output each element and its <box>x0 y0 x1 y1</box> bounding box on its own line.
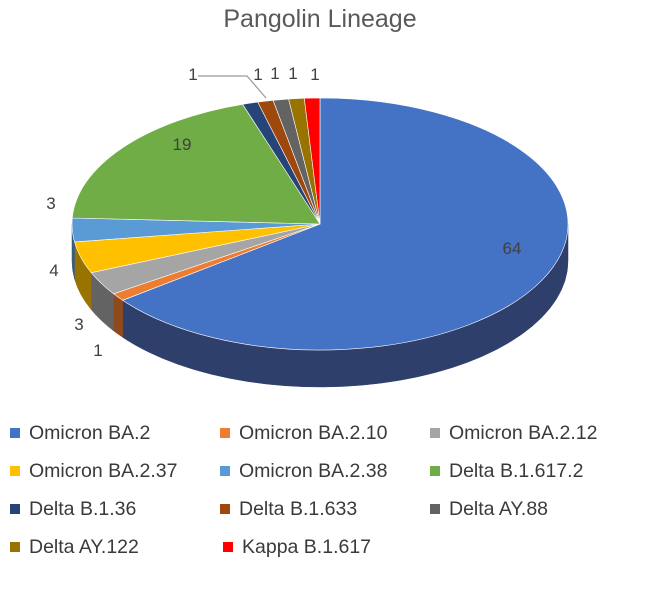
data-label-2: 3 <box>74 315 83 334</box>
legend-item: Delta B.1.633 <box>218 498 428 521</box>
legend-item: Delta AY.88 <box>428 498 638 521</box>
legend: Omicron BA.2 Omicron BA.2.10 Omicron BA.2.… <box>8 414 638 566</box>
data-label-6: 1 <box>188 65 197 84</box>
legend-swatch <box>10 466 20 476</box>
legend-label: Omicron BA.2.37 <box>29 459 178 482</box>
chart-title: Pangolin Lineage <box>223 5 416 33</box>
data-label-10: 1 <box>310 65 319 84</box>
data-label-5: 19 <box>173 135 192 154</box>
legend-swatch <box>10 428 20 438</box>
legend-row: Omicron BA.2.37 Omicron BA.2.38 Delta B.1.… <box>8 452 638 490</box>
legend-swatch <box>223 542 233 552</box>
legend-row: Delta B.1.36 Delta B.1.633 Delta AY.88 <box>8 490 638 528</box>
legend-item: Omicron BA.2.38 <box>218 460 428 483</box>
pie-sides <box>71 223 569 388</box>
legend-label: Delta B.1.36 <box>29 497 137 520</box>
legend-label: Delta B.1.633 <box>239 497 358 520</box>
data-label-1: 1 <box>93 341 102 360</box>
data-label-8: 1 <box>270 64 279 83</box>
legend-swatch <box>220 428 230 438</box>
legend-swatch <box>430 504 440 514</box>
pie-tops <box>71 97 569 351</box>
legend-item: Omicron BA.2.10 <box>218 422 428 445</box>
legend-label: Omicron BA.2.38 <box>239 459 388 482</box>
legend-item: Delta AY.122 <box>8 536 221 559</box>
data-label-7: 1 <box>253 65 262 84</box>
legend-item: Kappa B.1.617 <box>221 536 434 559</box>
legend-label: Delta B.1.617.2 <box>449 459 584 482</box>
legend-label: Omicron BA.2.10 <box>239 421 388 444</box>
legend-swatch <box>220 504 230 514</box>
pie-slice-0 <box>122 97 569 351</box>
legend-label: Kappa B.1.617 <box>242 535 372 558</box>
legend-item: Delta B.1.617.2 <box>428 460 638 483</box>
legend-row: Delta AY.122 Kappa B.1.617 <box>8 528 638 566</box>
legend-item: Delta B.1.36 <box>8 498 218 521</box>
legend-item: Omicron BA.2.12 <box>428 422 638 445</box>
data-label-0: 64 <box>503 239 522 258</box>
pie-slice-side-1 <box>113 293 123 338</box>
legend-label: Omicron BA.2.12 <box>449 421 598 444</box>
legend-swatch <box>10 542 20 552</box>
pie-slice-10 <box>303 97 321 225</box>
legend-swatch <box>10 504 20 514</box>
legend-swatch <box>220 466 230 476</box>
data-label-3: 4 <box>49 261 58 280</box>
legend-label: Delta AY.88 <box>449 497 549 520</box>
legend-swatch <box>430 428 440 438</box>
data-label-4: 3 <box>46 194 55 213</box>
pie-slice-5 <box>71 103 321 225</box>
data-label-9: 1 <box>288 64 297 83</box>
legend-row: Omicron BA.2 Omicron BA.2.10 Omicron BA.2.… <box>8 414 638 452</box>
legend-item: Omicron BA.2 <box>8 422 218 445</box>
legend-label: Delta AY.122 <box>29 535 139 558</box>
legend-swatch <box>430 466 440 476</box>
legend-item: Omicron BA.2.37 <box>8 460 218 483</box>
leader-line <box>198 75 267 99</box>
legend-label: Omicron BA.2 <box>29 421 151 444</box>
